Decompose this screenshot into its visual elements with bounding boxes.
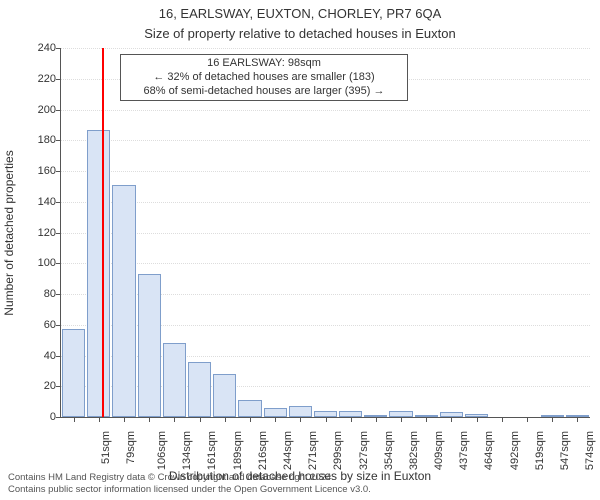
- ytick-label: 160: [16, 165, 56, 177]
- ytick-label: 20: [16, 380, 56, 392]
- xtick-mark: [225, 417, 226, 422]
- histogram-bar: [238, 400, 261, 417]
- xtick-label: 216sqm: [257, 431, 269, 470]
- ytick-mark: [56, 48, 61, 49]
- ytick-mark: [56, 386, 61, 387]
- xtick-mark: [99, 417, 100, 422]
- xtick-mark: [174, 417, 175, 422]
- xtick-mark: [149, 417, 150, 422]
- ytick-mark: [56, 233, 61, 234]
- footer-line: Contains public sector information licen…: [8, 484, 371, 496]
- xtick-mark: [527, 417, 528, 422]
- ytick-label: 180: [16, 134, 56, 146]
- xtick-mark: [300, 417, 301, 422]
- xtick-label: 382sqm: [408, 431, 420, 470]
- xtick-mark: [326, 417, 327, 422]
- histogram-bar: [188, 362, 211, 417]
- xtick-label: 519sqm: [534, 431, 546, 470]
- annotation-line: 68% of semi-detached houses are larger (…: [127, 85, 401, 99]
- chart-subtitle: Size of property relative to detached ho…: [0, 26, 600, 41]
- plot-area: [60, 48, 590, 418]
- xtick-mark: [426, 417, 427, 422]
- histogram-bar: [213, 374, 236, 417]
- histogram-bar: [163, 343, 186, 417]
- xtick-label: 547sqm: [559, 431, 571, 470]
- xtick-mark: [477, 417, 478, 422]
- gridline-h: [61, 263, 590, 264]
- xtick-mark: [250, 417, 251, 422]
- chart-container: { "chart": { "type": "histogram", "title…: [0, 0, 600, 500]
- ytick-label: 140: [16, 196, 56, 208]
- ytick-label: 200: [16, 104, 56, 116]
- ytick-mark: [56, 110, 61, 111]
- ytick-mark: [56, 171, 61, 172]
- footer-line: Contains HM Land Registry data © Crown c…: [8, 472, 371, 484]
- xtick-label: 161sqm: [206, 431, 218, 470]
- ytick-label: 40: [16, 350, 56, 362]
- xtick-label: 492sqm: [509, 431, 521, 470]
- gridline-h: [61, 202, 590, 203]
- ytick-label: 80: [16, 288, 56, 300]
- ytick-mark: [56, 356, 61, 357]
- histogram-bar: [264, 408, 287, 417]
- histogram-bar: [289, 406, 312, 417]
- xtick-mark: [351, 417, 352, 422]
- xtick-label: 354sqm: [383, 431, 395, 470]
- annotation-line: ← 32% of detached houses are smaller (18…: [127, 71, 401, 85]
- xtick-label: 271sqm: [307, 431, 319, 470]
- gridline-h: [61, 110, 590, 111]
- ytick-mark: [56, 294, 61, 295]
- xtick-mark: [124, 417, 125, 422]
- gridline-h: [61, 140, 590, 141]
- xtick-label: 244sqm: [282, 431, 294, 470]
- footer-attribution: Contains HM Land Registry data © Crown c…: [8, 472, 371, 496]
- ytick-label: 0: [16, 411, 56, 423]
- property-marker-line: [102, 48, 104, 417]
- ytick-mark: [56, 79, 61, 80]
- xtick-label: 79sqm: [125, 431, 137, 464]
- ytick-label: 100: [16, 257, 56, 269]
- xtick-label: 51sqm: [100, 431, 112, 464]
- xtick-mark: [451, 417, 452, 422]
- xtick-mark: [275, 417, 276, 422]
- histogram-bar: [138, 274, 161, 417]
- chart-title: 16, EARLSWAY, EUXTON, CHORLEY, PR7 6QA: [0, 6, 600, 21]
- y-axis-label: Number of detached properties: [2, 150, 16, 315]
- histogram-bar: [112, 185, 135, 417]
- ytick-mark: [56, 263, 61, 264]
- xtick-mark: [200, 417, 201, 422]
- ytick-label: 240: [16, 42, 56, 54]
- xtick-label: 134sqm: [181, 431, 193, 470]
- xtick-mark: [74, 417, 75, 422]
- xtick-mark: [376, 417, 377, 422]
- gridline-h: [61, 48, 590, 49]
- xtick-mark: [552, 417, 553, 422]
- ytick-label: 220: [16, 73, 56, 85]
- ytick-mark: [56, 202, 61, 203]
- histogram-bar: [87, 130, 110, 418]
- xtick-label: 574sqm: [584, 431, 596, 470]
- gridline-h: [61, 171, 590, 172]
- xtick-mark: [502, 417, 503, 422]
- xtick-label: 106sqm: [156, 431, 168, 470]
- xtick-label: 189sqm: [232, 431, 244, 470]
- xtick-label: 409sqm: [433, 431, 445, 470]
- annotation-box: 16 EARLSWAY: 98sqm← 32% of detached hous…: [120, 54, 408, 101]
- ytick-label: 120: [16, 227, 56, 239]
- xtick-label: 437sqm: [458, 431, 470, 470]
- histogram-bar: [62, 329, 85, 417]
- gridline-h: [61, 233, 590, 234]
- xtick-label: 464sqm: [484, 431, 496, 470]
- ytick-mark: [56, 325, 61, 326]
- ytick-label: 60: [16, 319, 56, 331]
- xtick-mark: [577, 417, 578, 422]
- ytick-mark: [56, 140, 61, 141]
- annotation-line: 16 EARLSWAY: 98sqm: [127, 57, 401, 71]
- xtick-label: 327sqm: [358, 431, 370, 470]
- xtick-label: 299sqm: [332, 431, 344, 470]
- ytick-mark: [56, 417, 61, 418]
- xtick-mark: [401, 417, 402, 422]
